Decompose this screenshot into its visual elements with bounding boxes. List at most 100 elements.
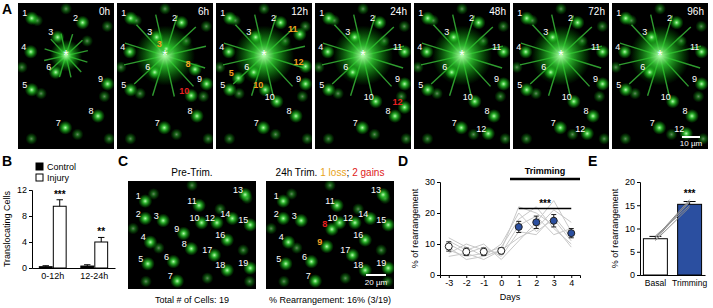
background-cell bbox=[456, 3, 468, 15]
cell-label: 10 bbox=[661, 92, 671, 102]
cell-label: 3 bbox=[543, 27, 548, 37]
cell-label: 4 bbox=[615, 42, 620, 52]
cell-label: 2 bbox=[568, 13, 573, 23]
tick: -1 bbox=[480, 275, 488, 288]
cell-label: 3 bbox=[345, 27, 350, 37]
title-part: 1 loss bbox=[320, 167, 346, 178]
background-cell bbox=[244, 275, 256, 287]
tick-label: -2 bbox=[463, 278, 471, 288]
tick: 3 bbox=[552, 275, 557, 288]
image-background bbox=[128, 181, 256, 289]
tick-label: 10 bbox=[625, 224, 635, 234]
figure-container: ABCDE*1234659780h*12334659810786h*123411… bbox=[0, 0, 713, 308]
bar bbox=[53, 206, 66, 268]
background-cell bbox=[520, 133, 532, 145]
axis: 0 4 8 12 bbox=[17, 185, 33, 273]
tick: 0 bbox=[22, 263, 32, 273]
tick-mark bbox=[437, 244, 440, 245]
tick-label: 0 bbox=[22, 263, 27, 273]
plot-marks bbox=[39, 200, 107, 268]
image-labels: 1234567891011121314151617181924h Trim.1 … bbox=[269, 167, 391, 305]
tick: -3 bbox=[445, 275, 453, 288]
cell-label: 15 bbox=[238, 215, 248, 225]
cell-label: 11 bbox=[288, 24, 298, 34]
background-cell bbox=[619, 133, 631, 145]
cell-label: 12 bbox=[476, 124, 486, 134]
cell-label: 11 bbox=[690, 42, 699, 52]
background-cell bbox=[18, 61, 28, 73]
cell-label: 8 bbox=[187, 106, 192, 116]
micrograph bbox=[128, 181, 256, 289]
image-background bbox=[216, 3, 312, 149]
cell-label: 5 bbox=[220, 80, 225, 90]
cell-label: 4 bbox=[279, 232, 284, 242]
background-cell bbox=[117, 61, 127, 73]
cell-label: 9 bbox=[174, 224, 179, 234]
tick: -2 bbox=[463, 275, 471, 288]
cell-label: 14 bbox=[358, 209, 368, 219]
cell-label: 7 bbox=[56, 118, 61, 128]
background bbox=[0, 0, 713, 308]
line bbox=[449, 213, 572, 260]
legend-label: Injury bbox=[47, 173, 70, 183]
cell-label: * bbox=[162, 47, 168, 63]
cell-label: 9 bbox=[494, 74, 499, 84]
legend-label: Control bbox=[47, 162, 76, 172]
cell-label: 5 bbox=[319, 80, 324, 90]
tick: 4 bbox=[22, 237, 32, 247]
background-cell bbox=[197, 90, 209, 102]
tick-mark bbox=[637, 229, 640, 230]
cell-label: 9 bbox=[98, 74, 103, 84]
tick: 20 bbox=[425, 208, 440, 218]
tick-label: 12 bbox=[17, 185, 27, 195]
title-part: Pre-Trim. bbox=[171, 167, 212, 178]
cell-label: * bbox=[360, 47, 366, 63]
cell-label: 3 bbox=[48, 27, 53, 37]
tick-label: -3 bbox=[445, 278, 453, 288]
image-background bbox=[414, 3, 510, 149]
cell-label: 7 bbox=[551, 118, 556, 128]
panel-label: A bbox=[2, 1, 12, 17]
tick-label: 4 bbox=[569, 278, 574, 288]
scale-bar-label: 10 µm bbox=[680, 139, 703, 148]
cell-label: 1 bbox=[136, 191, 141, 201]
cell-label: 4 bbox=[21, 42, 26, 52]
micrograph bbox=[216, 3, 312, 149]
image-labels: *12341165910871296h10 µm bbox=[615, 6, 704, 148]
time-label: 12h bbox=[291, 6, 308, 17]
cell-label: 10 bbox=[253, 80, 263, 90]
tick: 2 bbox=[534, 275, 539, 288]
cell-label: 5 bbox=[229, 68, 234, 78]
tick-label: 3 bbox=[552, 278, 557, 288]
error-bar bbox=[98, 237, 104, 242]
axis-title: % of rearrangement bbox=[610, 188, 620, 268]
background-cell bbox=[654, 3, 666, 15]
cell-label: * bbox=[657, 47, 663, 63]
tick-mark bbox=[637, 182, 640, 183]
background-cell bbox=[201, 272, 213, 284]
cell-label: 10 bbox=[463, 92, 473, 102]
cell-label: 10 bbox=[265, 92, 275, 102]
tick: 8 bbox=[22, 211, 32, 221]
point bbox=[463, 248, 470, 255]
cell-label: 16 bbox=[215, 230, 225, 240]
scale-bar bbox=[366, 274, 386, 276]
cell-label: 7 bbox=[353, 118, 358, 128]
background-cell bbox=[270, 128, 282, 140]
annotation: *** bbox=[54, 189, 66, 200]
title-part: 24h Trim. bbox=[276, 167, 318, 178]
background-cell bbox=[612, 61, 622, 73]
cell-label: * bbox=[261, 47, 267, 63]
cell-label: 3 bbox=[154, 211, 159, 221]
cell-label: 2 bbox=[271, 13, 276, 23]
axis-line bbox=[441, 276, 581, 279]
cell-label: 18 bbox=[215, 260, 225, 270]
figure: ABCDE*1234659780h*12334659810786h*123411… bbox=[0, 0, 713, 308]
image-caption: Total # of Cells: 19 bbox=[155, 295, 229, 305]
image-labels: *1234659780h bbox=[21, 6, 110, 128]
cell-label: 9 bbox=[593, 74, 598, 84]
tick: 1 bbox=[517, 275, 522, 288]
image-labels: *12334659810786h bbox=[120, 6, 209, 128]
background-cell bbox=[555, 3, 567, 15]
plot-marks bbox=[643, 200, 701, 275]
